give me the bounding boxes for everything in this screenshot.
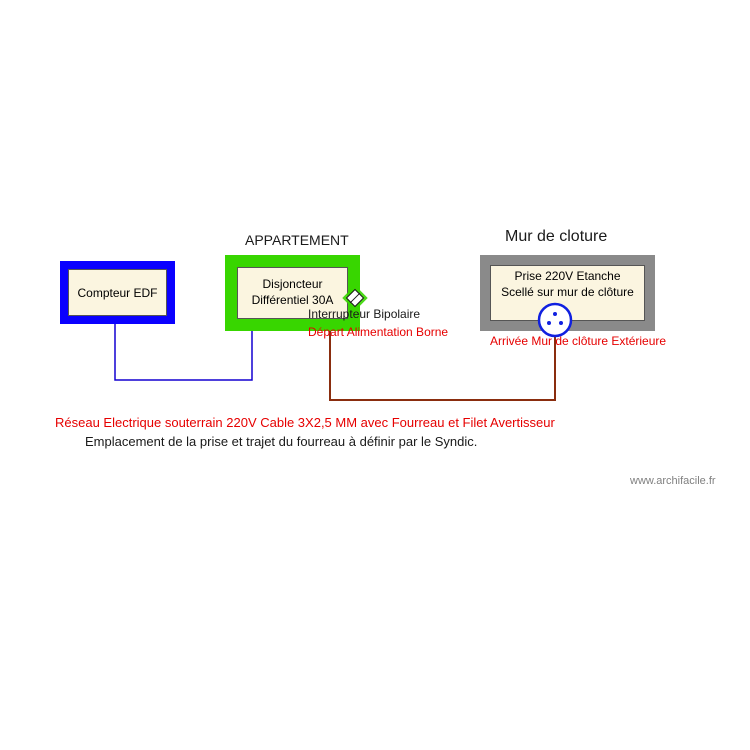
socket-icon [537, 302, 573, 338]
emplacement-text: Emplacement de la prise et trajet du fou… [85, 434, 477, 449]
disjoncteur-line1: Disjoncteur [262, 277, 322, 293]
prise-line1: Prise 220V Etanche [514, 269, 620, 285]
mur-title-text: Mur de cloture [505, 228, 607, 245]
reseau-text: Réseau Electrique souterrain 220V Cable … [55, 415, 555, 430]
watermark: www.archifacile.fr [630, 475, 716, 487]
prise-line2: Scellé sur mur de clôture [501, 285, 634, 301]
arrivee-label: Arrivée Mur de clôture Extérieure [490, 334, 666, 348]
compteur-box: Compteur EDF [60, 261, 175, 324]
interrupteur-text: Interrupteur Bipolaire [308, 307, 420, 321]
arrivee-text: Arrivée Mur de clôture Extérieure [490, 334, 666, 348]
depart-text: Départ Alimentation Borne [308, 325, 448, 339]
emplacement-note: Emplacement de la prise et trajet du fou… [85, 434, 477, 449]
wire-layer [0, 0, 750, 750]
appartement-title-text: APPARTEMENT [245, 232, 349, 248]
depart-label: Départ Alimentation Borne [308, 325, 448, 339]
wire-blue [115, 324, 252, 380]
mur-title: Mur de cloture [505, 228, 607, 246]
interrupteur-label: Interrupteur Bipolaire [308, 307, 420, 321]
watermark-text: www.archifacile.fr [630, 475, 716, 487]
appartement-title: APPARTEMENT [245, 232, 349, 248]
reseau-note: Réseau Electrique souterrain 220V Cable … [55, 415, 555, 430]
compteur-label: Compteur EDF [77, 286, 157, 300]
